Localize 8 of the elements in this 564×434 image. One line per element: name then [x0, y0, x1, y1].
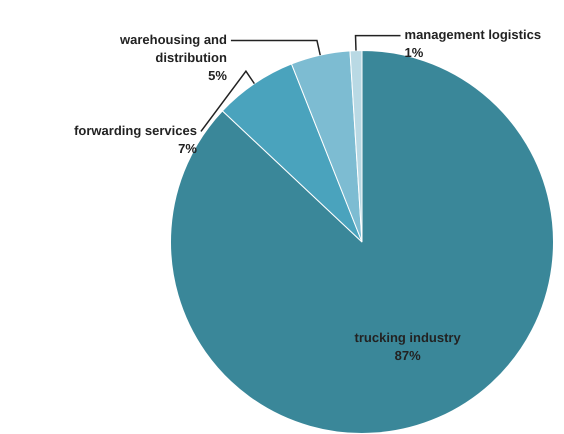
slice-label: management logistics — [404, 27, 542, 42]
slice-label: forwarding services — [74, 123, 197, 138]
data-label: 1% — [404, 45, 424, 60]
slice-label: warehousing and distribution — [119, 32, 227, 66]
data-label: 87% — [394, 348, 422, 364]
slice-label: trucking industry — [354, 330, 462, 346]
data-label: 7% — [178, 141, 198, 156]
data-label: 5% — [208, 68, 228, 84]
